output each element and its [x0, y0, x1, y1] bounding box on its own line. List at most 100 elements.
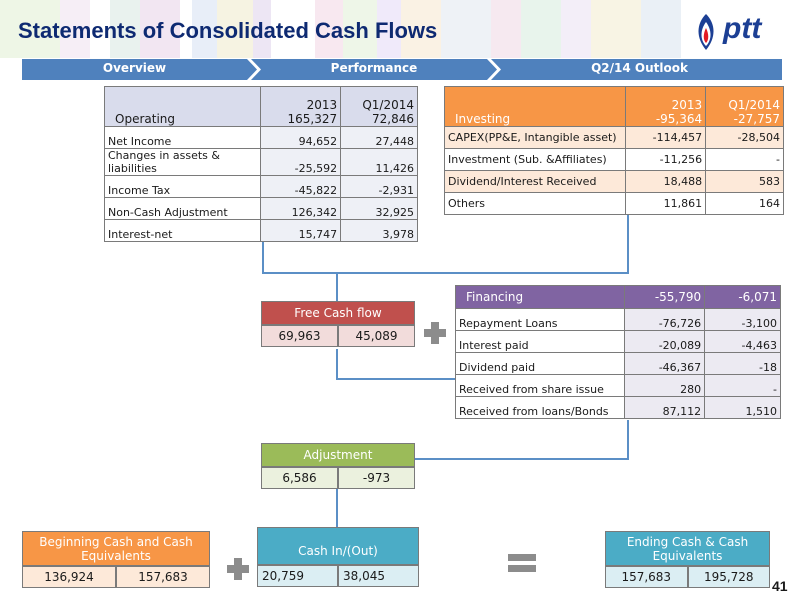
financing-col-2013: -55,790: [624, 285, 706, 309]
progress-nav-arrows: [22, 59, 782, 80]
free-cash-flow-label: Free Cash flow: [261, 301, 415, 325]
connector-line: [336, 458, 628, 460]
adjustment-values: 6,586 -973: [261, 467, 415, 489]
adjustment-box: Adjustment 6,586 -973: [261, 443, 415, 489]
ending-cash-value-q1-2014: 195,728: [687, 566, 770, 588]
row-label: Received from loans/Bonds: [454, 396, 626, 419]
table-row: Net Income 94,652 27,448: [103, 126, 418, 149]
free-cash-flow-box: Free Cash flow 69,963 45,089: [261, 301, 415, 347]
row-label: Investment (Sub. &Affiliates): [443, 148, 627, 171]
row-value: -4,463: [704, 330, 781, 353]
row-value: -: [704, 374, 781, 397]
row-label: Income Tax: [103, 175, 262, 198]
row-label: Net Income: [103, 126, 262, 149]
adjustment-value-2013: 6,586: [261, 467, 338, 489]
row-value: 11,861: [625, 192, 707, 215]
row-label: Others: [443, 192, 627, 215]
table-row: Others 11,861 164: [443, 192, 784, 215]
beginning-cash-value-2013: 136,924: [22, 566, 116, 588]
financing-col-q1-2014: -6,071: [704, 285, 781, 309]
section-progress-nav: Overview Performance Q2/14 Outlook: [22, 59, 782, 80]
operating-header: Operating 2013 165,327 Q1/2014 72,846: [103, 86, 418, 127]
investing-col-2013: 2013 -95,364: [625, 86, 707, 127]
adjustment-value-q1-2014: -973: [338, 467, 415, 489]
financing-header: Financing -55,790 -6,071: [454, 285, 781, 309]
plus-icon: [424, 322, 446, 344]
row-label: CAPEX(PP&E, Intangible asset): [443, 126, 627, 149]
equals-icon: [508, 552, 536, 574]
connector-line: [627, 212, 629, 274]
row-label: Received from share issue: [454, 374, 626, 397]
row-value: 87,112: [624, 396, 706, 419]
page-title: Statements of Consolidated Cash Flows: [18, 18, 438, 43]
cash-in-out-value-q1-2014: 38,045: [338, 565, 419, 587]
row-label: Non-Cash Adjustment: [103, 197, 262, 220]
row-value: -45,822: [260, 175, 342, 198]
table-row: Received from share issue 280 -: [454, 374, 781, 397]
connector-line: [336, 489, 338, 527]
row-value: -11,256: [625, 148, 707, 171]
free-cash-flow-value-2013: 69,963: [261, 325, 338, 347]
ptt-flame-logo-icon: [698, 14, 714, 50]
row-label: Interest paid: [454, 330, 626, 353]
row-value: -114,457: [625, 126, 707, 149]
row-value: 1,510: [704, 396, 781, 419]
row-value: -28,504: [705, 126, 784, 149]
free-cash-flow-values: 69,963 45,089: [261, 325, 415, 347]
row-label: Repayment Loans: [454, 308, 626, 331]
cash-in-out-label: Cash In/(Out): [257, 527, 419, 565]
table-row: Dividend/Interest Received 18,488 583: [443, 170, 784, 193]
row-label: Dividend/Interest Received: [443, 170, 627, 193]
operating-title: Operating: [103, 86, 262, 127]
row-value: 18,488: [625, 170, 707, 193]
financing-title: Financing: [454, 285, 626, 309]
table-row: Repayment Loans -76,726 -3,100: [454, 308, 781, 331]
nav-item-performance[interactable]: Performance: [330, 61, 418, 75]
table-row: CAPEX(PP&E, Intangible asset) -114,457 -…: [443, 126, 784, 149]
beginning-cash-box: Beginning Cash and Cash Equivalents 136,…: [22, 531, 210, 588]
ending-cash-label: Ending Cash & Cash Equivalents: [605, 531, 770, 566]
operating-table: Operating 2013 165,327 Q1/2014 72,846 Ne…: [103, 86, 418, 242]
plus-icon: [227, 558, 249, 580]
ending-cash-values: 157,683 195,728: [605, 566, 770, 588]
connector-line: [627, 420, 629, 460]
row-value: 15,747: [260, 219, 342, 242]
row-value: 3,978: [340, 219, 418, 242]
table-row: Interest-net 15,747 3,978: [103, 219, 418, 242]
row-label: Dividend paid: [454, 352, 626, 375]
row-value: 11,426: [340, 148, 418, 176]
row-value: -20,089: [624, 330, 706, 353]
row-value: -: [705, 148, 784, 171]
row-value: 32,925: [340, 197, 418, 220]
table-row: Received from loans/Bonds 87,112 1,510: [454, 396, 781, 419]
page-number: 41: [772, 578, 788, 594]
beginning-cash-value-q1-2014: 157,683: [116, 566, 210, 588]
row-value: -46,367: [624, 352, 706, 375]
row-value: -2,931: [340, 175, 418, 198]
row-value: -76,726: [624, 308, 706, 331]
connector-line: [262, 236, 264, 273]
row-value: 126,342: [260, 197, 342, 220]
cash-in-out-value-2013: 20,759: [257, 565, 338, 587]
nav-item-outlook[interactable]: Q2/14 Outlook: [591, 61, 688, 75]
free-cash-flow-value-q1-2014: 45,089: [338, 325, 415, 347]
row-value: 164: [705, 192, 784, 215]
header-stripes: [0, 0, 800, 58]
table-row: Changes in assets & liabilities -25,592 …: [103, 148, 418, 176]
ending-cash-box: Ending Cash & Cash Equivalents 157,683 1…: [605, 531, 770, 588]
investing-col-q1-2014: Q1/2014 -27,757: [705, 86, 784, 127]
table-row: Interest paid -20,089 -4,463: [454, 330, 781, 353]
row-value: -18: [704, 352, 781, 375]
nav-item-overview[interactable]: Overview: [102, 61, 167, 75]
cash-in-out-values: 20,759 38,045: [257, 565, 419, 587]
row-value: 94,652: [260, 126, 342, 149]
investing-title: Investing: [443, 86, 627, 127]
row-value: -25,592: [260, 148, 342, 176]
row-label: Changes in assets & liabilities: [103, 148, 262, 176]
row-value: 583: [705, 170, 784, 193]
adjustment-label: Adjustment: [261, 443, 415, 467]
ending-cash-value-2013: 157,683: [605, 566, 688, 588]
connector-line: [336, 272, 338, 301]
table-row: Investment (Sub. &Affiliates) -11,256 -: [443, 148, 784, 171]
row-value: 27,448: [340, 126, 418, 149]
